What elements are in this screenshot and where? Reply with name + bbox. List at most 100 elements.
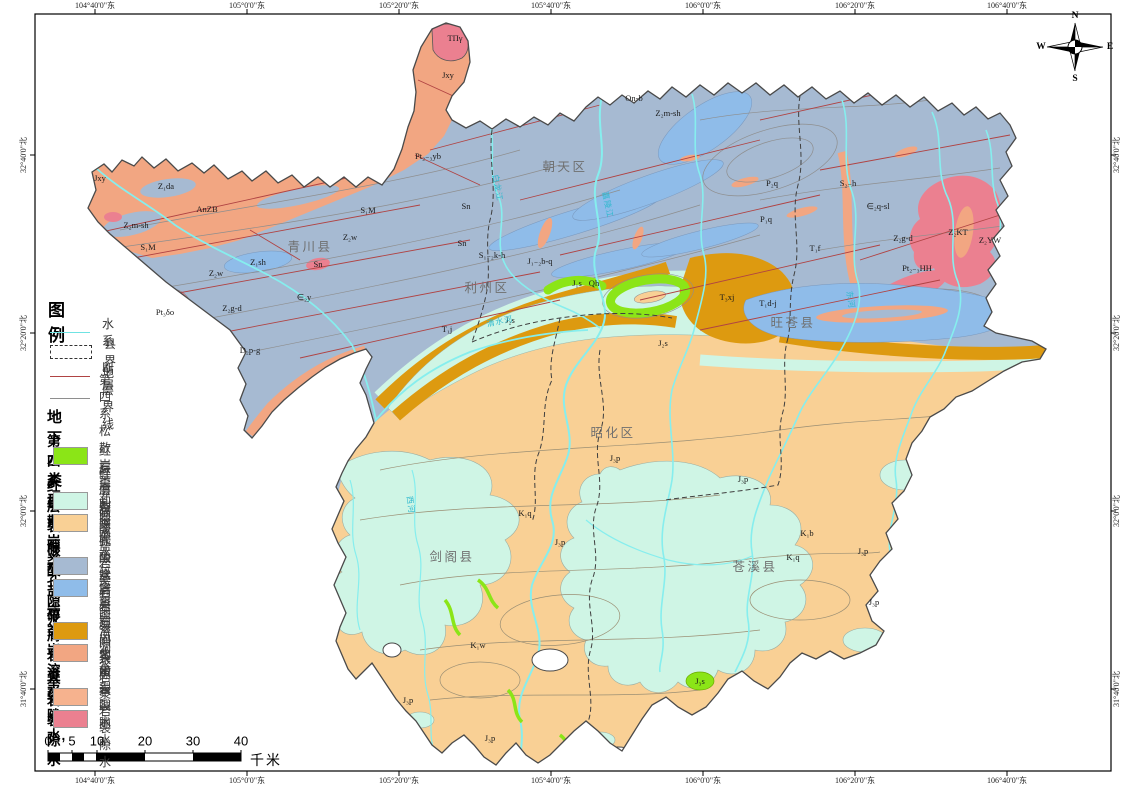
coordinate-label-top: 104°40'0"东 bbox=[75, 1, 115, 10]
geologic-unit-label: Jxy bbox=[442, 69, 454, 80]
geologic-unit-label: Qh bbox=[588, 277, 600, 288]
geologic-unit-label: ∈₂y bbox=[296, 291, 312, 302]
geologic-unit-label: K₁w bbox=[470, 639, 486, 650]
scale-tick-label: 40 bbox=[233, 733, 249, 749]
coordinate-label-bottom: 105°40'0"东 bbox=[531, 776, 571, 785]
coordinate-label-bottom: 105°0'0"东 bbox=[229, 776, 265, 785]
legend-item: 碳酸盐岩类裂隙溶洞水 bbox=[53, 505, 113, 672]
geologic-unit-label: Z₂g-d bbox=[222, 302, 242, 313]
county-name-label: 昭化区 bbox=[590, 425, 636, 440]
geologic-unit-label: K₁b bbox=[800, 527, 814, 538]
geologic-unit-label: Z₂g-d bbox=[893, 232, 913, 243]
geologic-unit-label: Z₂w bbox=[342, 231, 358, 242]
geologic-unit-label: J₃p bbox=[484, 732, 496, 743]
region-outline bbox=[87, 22, 1047, 766]
legend-item-stratum-boundary: 地层界线 bbox=[50, 366, 116, 431]
scale-bar bbox=[47, 750, 242, 762]
coordinate-label-left: 32°0'0"北 bbox=[19, 495, 28, 527]
county-name-label: 朝天区 bbox=[542, 159, 588, 174]
geologic-unit-label: Z₁sh bbox=[250, 256, 266, 267]
legend-item: 红层裂隙孔隙水 bbox=[53, 466, 113, 582]
geologic-unit-label: P₁q bbox=[760, 213, 772, 224]
scale-tick-label: 20 bbox=[137, 733, 153, 749]
coordinate-label-left: 32°40'0"北 bbox=[19, 137, 28, 173]
geologic-unit-label: K₁q bbox=[518, 507, 532, 518]
geologic-unit-label: J₁s bbox=[572, 277, 582, 288]
coordinate-label-bottom: 104°40'0"东 bbox=[75, 776, 115, 785]
legend-item: 红层层间裂隙水 bbox=[53, 444, 113, 560]
geologic-unit-label: J₃p bbox=[554, 536, 566, 547]
county-name-label: 青川县 bbox=[287, 239, 333, 254]
fault-lines bbox=[88, 79, 1011, 359]
geologic-unit-label: J₃p bbox=[737, 473, 749, 484]
legend-title: 图 例 bbox=[48, 301, 75, 345]
county-name-label: 剑阁县 bbox=[429, 549, 475, 564]
legend-item-county-boundary: 县 界 bbox=[50, 337, 118, 368]
geologic-unit-label: Jxy bbox=[94, 172, 106, 183]
geologic-unit-label: Z₂KT bbox=[948, 226, 968, 237]
geologic-unit-label: T₁d-j bbox=[759, 297, 777, 308]
scale-tick-label: 0 bbox=[44, 733, 52, 749]
geologic-unit-label: Pt₃δo bbox=[155, 306, 175, 317]
geologic-unit-label: D₂p-g bbox=[239, 344, 261, 355]
color-swatch bbox=[53, 688, 88, 706]
geologic-unit-label: J₃p bbox=[857, 545, 869, 556]
coordinate-label-top: 106°0'0"东 bbox=[685, 1, 721, 10]
geologic-unit-label: J₃s bbox=[695, 675, 705, 686]
color-swatch bbox=[53, 514, 88, 532]
geologic-unit-label: Sn bbox=[457, 237, 467, 248]
legend-item: 碎屑岩层间裂隙水 bbox=[53, 565, 113, 698]
coordinate-label-left: 31°40'0"北 bbox=[19, 671, 28, 707]
county-boundaries bbox=[471, 95, 802, 765]
coordinate-label-right: 32°40'0"北 bbox=[1112, 137, 1121, 173]
coordinate-label-top: 106°40'0"东 bbox=[987, 1, 1027, 10]
color-swatch bbox=[53, 447, 88, 465]
geologic-unit-label: AnZB bbox=[196, 203, 218, 214]
geologic-unit-label: J₃p bbox=[609, 452, 621, 463]
geologic-unit-label: Pt₂₋₃yb bbox=[414, 150, 442, 161]
river-name-label: 东河 bbox=[844, 290, 857, 310]
geologic-unit-label: Z₂w bbox=[208, 267, 224, 278]
geologic-unit-label: Z₂m-sh bbox=[123, 219, 149, 230]
geologic-unit-label: ∈₂q-sl bbox=[866, 200, 890, 211]
color-swatch bbox=[53, 644, 88, 662]
geologic-unit-label: ΤΠγ bbox=[447, 32, 463, 43]
river-lines bbox=[95, 93, 1005, 765]
scale-tick-label: 10 bbox=[89, 733, 105, 749]
county-name-label: 苍溪县 bbox=[732, 559, 778, 574]
legend-item-fault: 断 层 bbox=[50, 361, 116, 392]
coordinate-label-right: 32°20'0"北 bbox=[1112, 315, 1121, 351]
legend-item-river: 水 系 bbox=[50, 317, 116, 348]
geologic-unit-label: S₁₋₂k-h bbox=[478, 249, 506, 260]
fault-line-sample-icon bbox=[50, 375, 90, 377]
scale-tick-label: 5 bbox=[68, 733, 76, 749]
geologic-unit-label: J₃p bbox=[868, 596, 880, 607]
color-swatch bbox=[53, 492, 88, 510]
graticule-ticks bbox=[30, 9, 1116, 776]
geologic-unit-label: Pt₂₋₃HH bbox=[902, 262, 932, 273]
county-name-label: 利州区 bbox=[464, 280, 510, 295]
river-line-sample-icon bbox=[50, 331, 90, 333]
coordinate-label-top: 105°20'0"东 bbox=[379, 1, 419, 10]
stratum-line-sample-icon bbox=[50, 397, 90, 399]
geologic-unit-label: P₂q bbox=[766, 177, 778, 188]
geologic-unit-label: Sn bbox=[313, 258, 323, 269]
geologic-unit-label: J₂s bbox=[658, 337, 668, 348]
color-swatch bbox=[53, 622, 88, 640]
coordinate-label-top: 106°20'0"东 bbox=[835, 1, 875, 10]
geologic-unit-label: T₁j bbox=[441, 323, 453, 334]
geologic-unit-label: Z₂m-sh bbox=[655, 107, 681, 118]
scale-unit-label: 千米 bbox=[250, 752, 282, 768]
geologic-unit-label: S₁M bbox=[140, 241, 156, 252]
compass-e-label: E bbox=[1106, 42, 1114, 52]
coordinate-label-bottom: 106°0'0"东 bbox=[685, 776, 721, 785]
coordinate-label-bottom: 106°20'0"东 bbox=[835, 776, 875, 785]
coordinate-label-right: 32°0'0"北 bbox=[1112, 495, 1121, 527]
coordinate-label-top: 105°40'0"东 bbox=[531, 1, 571, 10]
county-boundary-sample-icon bbox=[50, 345, 92, 359]
legend-item: 碎屑岩夹碳酸盐岩类裂隙水 bbox=[53, 466, 113, 667]
legend-item: 岩浆岩裂隙水 bbox=[53, 670, 113, 769]
compass-s-label: S bbox=[1072, 74, 1078, 84]
